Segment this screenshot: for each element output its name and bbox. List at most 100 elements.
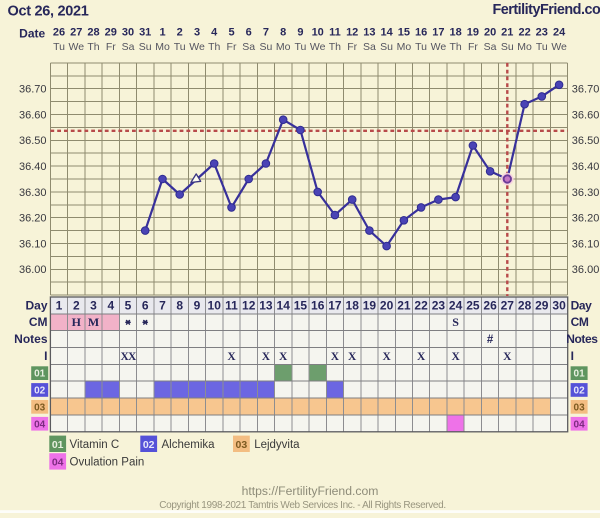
svg-text:15: 15 [398, 27, 410, 39]
svg-text:S: S [452, 315, 459, 329]
svg-text:36.00: 36.00 [572, 264, 600, 276]
svg-text:https://FertilityFriend.com: https://FertilityFriend.com [242, 484, 379, 498]
svg-text:36.30: 36.30 [572, 187, 600, 199]
svg-text:Day: Day [25, 298, 47, 312]
svg-text:02: 02 [574, 386, 586, 397]
svg-text:16: 16 [311, 298, 325, 312]
svg-text:36.40: 36.40 [19, 161, 47, 173]
svg-text:36.00: 36.00 [19, 264, 47, 276]
svg-text:Tu: Tu [174, 41, 186, 53]
svg-text:X: X [348, 351, 357, 363]
svg-text:Oct 26, 2021: Oct 26, 2021 [8, 4, 89, 20]
svg-text:26: 26 [483, 298, 497, 312]
svg-text:CM: CM [29, 315, 48, 329]
svg-text:Mo: Mo [517, 41, 532, 53]
svg-text:Tu: Tu [415, 41, 427, 53]
svg-text:Fr: Fr [106, 41, 116, 53]
svg-text:X: X [417, 351, 426, 363]
svg-text:02: 02 [34, 386, 46, 397]
svg-text:We: We [551, 41, 567, 53]
svg-text:Fr: Fr [227, 41, 237, 53]
svg-text:I: I [44, 349, 47, 363]
svg-text:Vitamin C: Vitamin C [70, 439, 120, 451]
svg-text:Sa: Sa [484, 41, 497, 53]
svg-text:13: 13 [259, 298, 273, 312]
svg-text:17: 17 [432, 27, 444, 39]
svg-text:21: 21 [397, 298, 411, 312]
svg-text:27: 27 [501, 298, 515, 312]
svg-text:03: 03 [574, 402, 586, 413]
svg-text:X: X [451, 351, 460, 363]
svg-text:28: 28 [518, 298, 532, 312]
svg-text:11: 11 [225, 298, 238, 312]
svg-text:Su: Su [259, 41, 272, 53]
svg-text:Mo: Mo [276, 41, 291, 53]
svg-text:Fr: Fr [468, 41, 478, 53]
svg-text:Copyright 1998-2021 Tamtris We: Copyright 1998-2021 Tamtris Web Services… [159, 500, 446, 511]
svg-text:36.20: 36.20 [19, 213, 47, 225]
svg-text:X: X [331, 351, 340, 363]
svg-text:H: H [72, 315, 82, 329]
svg-text:01: 01 [52, 439, 64, 451]
svg-text:26: 26 [53, 27, 65, 39]
svg-text:Notes: Notes [14, 332, 48, 346]
svg-text:04: 04 [34, 419, 46, 430]
svg-text:X: X [227, 351, 236, 363]
svg-text:4: 4 [107, 298, 114, 312]
svg-text:36.70: 36.70 [19, 84, 47, 96]
svg-text:1: 1 [159, 27, 165, 39]
svg-text:36.50: 36.50 [572, 135, 600, 147]
svg-text:CM: CM [571, 315, 589, 329]
svg-text:We: We [431, 41, 447, 53]
svg-text:18: 18 [449, 27, 461, 39]
svg-text:04: 04 [52, 456, 64, 468]
svg-text:20: 20 [380, 298, 394, 312]
svg-text:21: 21 [501, 27, 513, 39]
svg-text:02: 02 [143, 439, 155, 451]
svg-text:28: 28 [87, 27, 99, 39]
svg-text:Notes: Notes [566, 332, 598, 346]
svg-text:Tu: Tu [53, 41, 65, 53]
svg-text:24: 24 [553, 27, 566, 39]
svg-text:18: 18 [346, 298, 360, 312]
svg-text:9: 9 [297, 27, 303, 39]
svg-text:01: 01 [574, 369, 586, 380]
svg-text:X: X [503, 351, 512, 363]
svg-text:29: 29 [535, 298, 549, 312]
svg-text:12: 12 [346, 27, 358, 39]
svg-text:29: 29 [105, 27, 117, 39]
svg-text:04: 04 [574, 419, 586, 430]
svg-text:6: 6 [142, 298, 149, 312]
svg-text:FertilityFriend.com: FertilityFriend.com [493, 2, 600, 18]
svg-text:Su: Su [501, 41, 514, 53]
svg-text:9: 9 [194, 298, 201, 312]
svg-text:24: 24 [449, 298, 463, 312]
svg-text:36.30: 36.30 [19, 187, 47, 199]
svg-text:Tu: Tu [536, 41, 548, 53]
svg-text:Sa: Sa [363, 41, 376, 53]
svg-text:03: 03 [236, 439, 248, 451]
svg-text:11: 11 [329, 27, 341, 39]
svg-text:7: 7 [159, 298, 166, 312]
svg-text:14: 14 [277, 298, 291, 312]
svg-text:Date: Date [19, 27, 45, 41]
svg-text:Mo: Mo [397, 41, 412, 53]
svg-text:2: 2 [177, 27, 183, 39]
svg-text:6: 6 [246, 27, 252, 39]
svg-text:Th: Th [208, 41, 220, 53]
svg-text:Ovulation Pain: Ovulation Pain [70, 457, 145, 469]
svg-text:23: 23 [536, 27, 548, 39]
svg-text:12: 12 [242, 298, 256, 312]
svg-text:22: 22 [414, 298, 428, 312]
svg-text:20: 20 [484, 27, 496, 39]
svg-text:10: 10 [312, 27, 324, 39]
svg-text:Th: Th [449, 41, 461, 53]
svg-text:Day: Day [571, 298, 593, 312]
svg-text:Sa: Sa [122, 41, 135, 53]
svg-text:Th: Th [329, 41, 341, 53]
svg-text:31: 31 [139, 27, 151, 39]
svg-text:01: 01 [34, 369, 46, 380]
svg-text:Lejdyvita: Lejdyvita [254, 439, 300, 451]
svg-text:Tu: Tu [294, 41, 306, 53]
svg-text:1: 1 [56, 298, 63, 312]
